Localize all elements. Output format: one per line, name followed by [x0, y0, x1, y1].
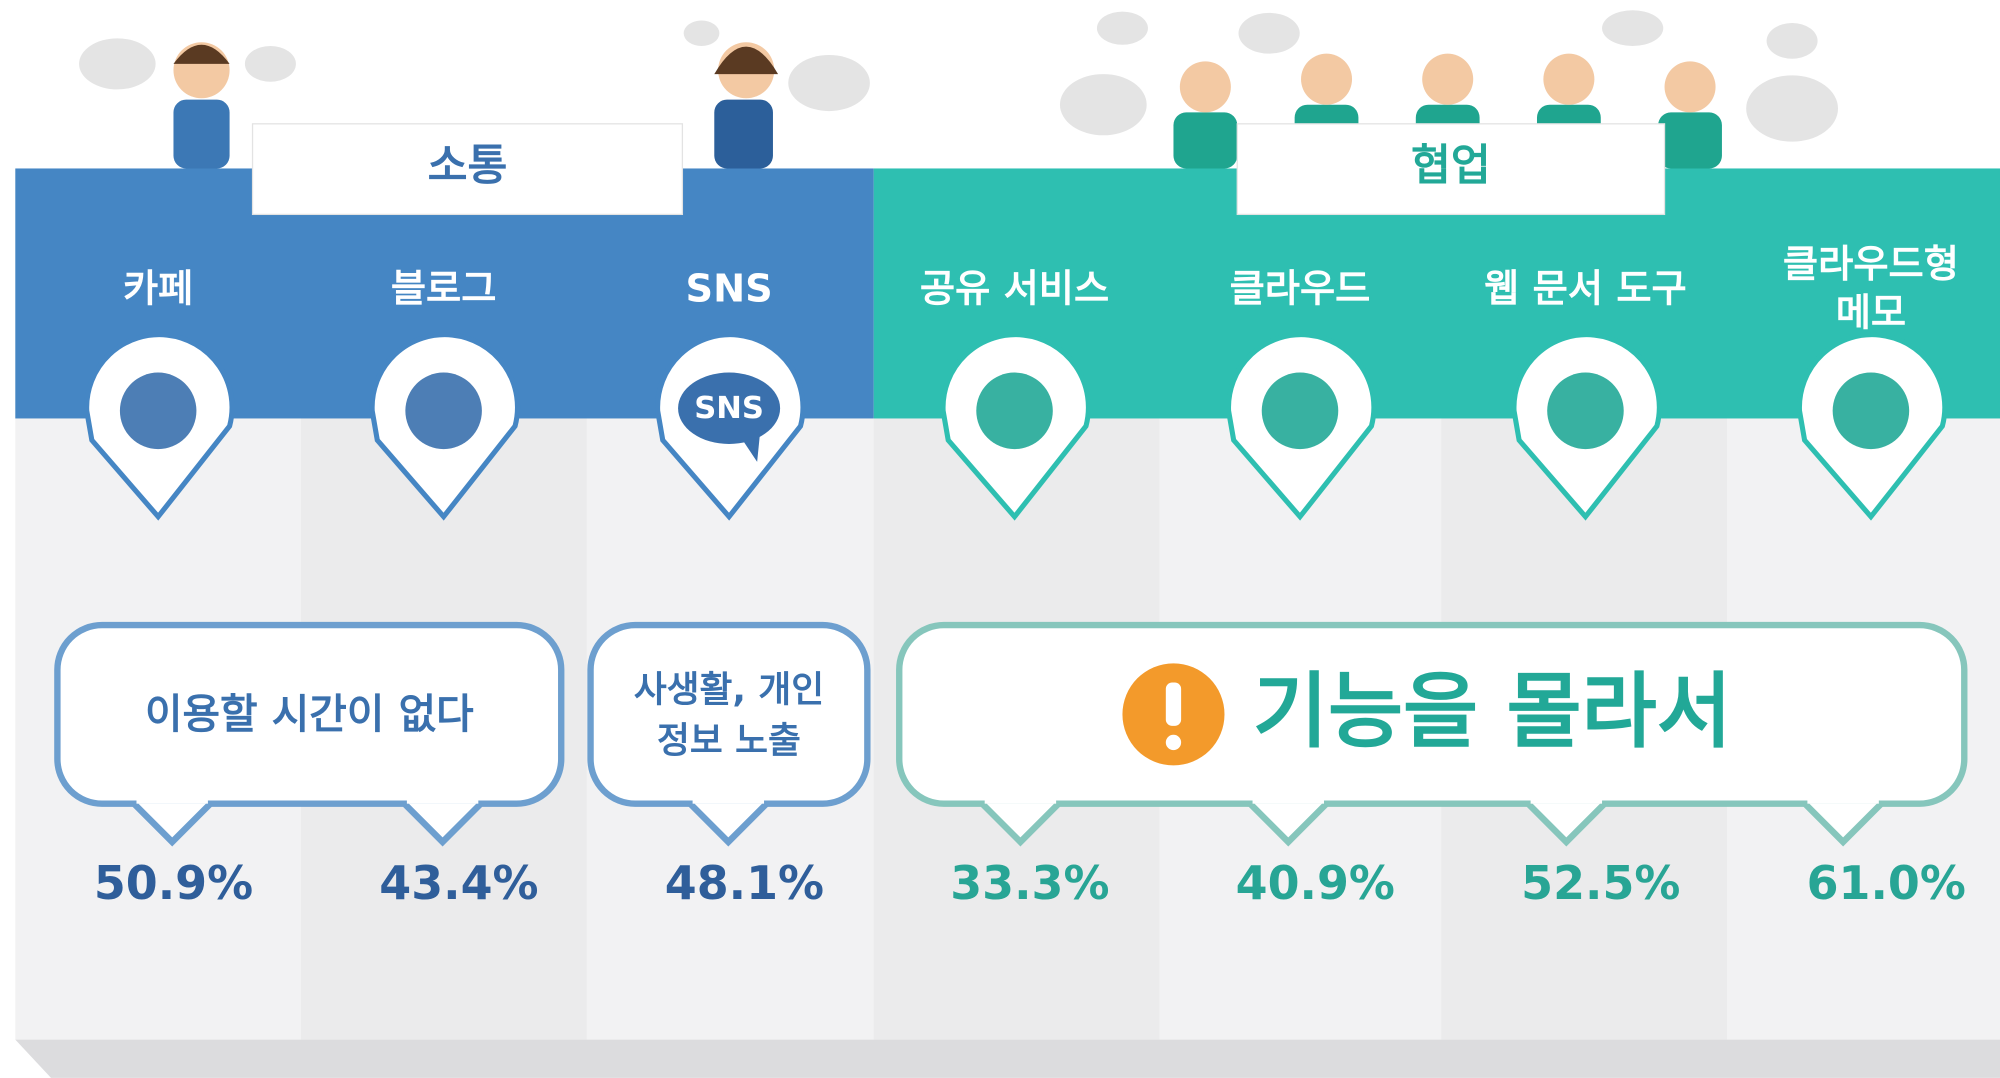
bubble-tail [1247, 801, 1329, 847]
column-label: 클라우드 [1230, 266, 1371, 311]
bubble-tail [1525, 801, 1607, 847]
icon [678, 372, 781, 444]
column-label: 웹 문서 도구 [1484, 266, 1687, 311]
icon [976, 372, 1053, 450]
percentage: 48.1% [665, 856, 824, 910]
column-label: 메모 [1836, 291, 1906, 336]
column-label: SNS [686, 266, 773, 311]
column-label: 블로그 [391, 266, 497, 311]
percentage: 50.9% [94, 856, 253, 910]
bubble-tail-cover [406, 796, 479, 804]
column-label: 카페 [123, 266, 193, 311]
bubble-tail [979, 801, 1061, 847]
icon [119, 372, 197, 450]
bubble-tail-cover [1807, 796, 1879, 804]
column-label: 클라우드형 [1783, 242, 1959, 287]
bubble-tail [687, 801, 769, 847]
icon [1832, 372, 1910, 450]
percentage: 52.5% [1521, 856, 1680, 910]
reason-text: 사생활, 개인 [634, 669, 824, 710]
percentage: 33.3% [950, 856, 1109, 910]
section-title: 협업 [1411, 141, 1491, 191]
bubble-tail [1802, 801, 1884, 847]
speech-bubble [54, 621, 565, 807]
column-label: 공유 서비스 [920, 266, 1109, 311]
bubble-tail-cover [692, 796, 765, 804]
reason-text: 이용할 시간이 없다 [145, 690, 474, 738]
speech-bubble [587, 621, 871, 807]
section-title-box [1236, 123, 1666, 216]
reason-text: 정보 노출 [657, 720, 801, 761]
icon [741, 436, 760, 462]
icon [1547, 372, 1624, 450]
bubble-tail-cover [1252, 796, 1324, 804]
alert-icon [1165, 682, 1182, 726]
bubble-tail [131, 801, 213, 847]
alert-icon [1165, 734, 1182, 751]
bubble-tail [402, 801, 484, 847]
floor [15, 1039, 2000, 1078]
icon-text: SNS [694, 391, 764, 426]
percentage: 61.0% [1807, 856, 1966, 910]
section-title: 소통 [428, 141, 508, 191]
icon [405, 372, 482, 450]
reason-text: 기능을 몰라서 [1253, 664, 1732, 759]
icon [1261, 372, 1339, 450]
bubble-tail-cover [984, 796, 1057, 804]
bubble-tail-cover [136, 796, 208, 804]
percentage: 43.4% [379, 856, 538, 910]
section-title-box [251, 123, 684, 216]
bubble-tail-cover [1530, 796, 1603, 804]
people [79, 10, 1839, 169]
percentage: 40.9% [1236, 856, 1395, 910]
